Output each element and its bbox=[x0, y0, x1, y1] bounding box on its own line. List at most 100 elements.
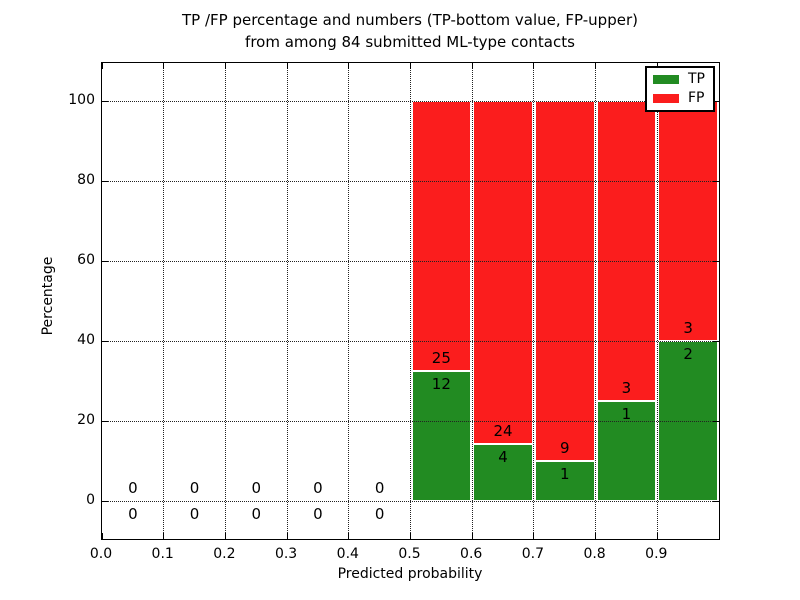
annotation-fp-0.1: 0 bbox=[189, 479, 200, 497]
tick-x-top-0.5 bbox=[410, 63, 411, 69]
gridline-y-20 bbox=[102, 420, 719, 422]
ytick-label-20: 20 bbox=[77, 412, 95, 428]
tick-x-bottom-0.6 bbox=[471, 533, 473, 539]
tick-y-right-100 bbox=[713, 100, 719, 102]
tick-x-top-0.3 bbox=[286, 63, 288, 69]
xtick-label-0.8: 0.8 bbox=[583, 546, 606, 562]
xtick-label-0.0: 0.0 bbox=[89, 546, 113, 562]
annotation-tp-0.6: 4 bbox=[498, 447, 508, 466]
x-axis-label: Predicted probability bbox=[337, 566, 483, 582]
legend-label-fp: FP bbox=[688, 90, 705, 106]
tick-x-top-0.2 bbox=[224, 63, 226, 69]
chart-title-line2: from among 84 submitted ML-type contacts bbox=[245, 33, 575, 51]
tick-x-top-0.8 bbox=[595, 63, 597, 69]
tick-x-bottom-0.5 bbox=[410, 533, 411, 539]
annotation-fp-0.2: 0 bbox=[251, 479, 262, 497]
gridline-y-80 bbox=[102, 180, 719, 182]
annotation-fp-0.8: 3 bbox=[621, 379, 632, 397]
tick-y-left-60 bbox=[102, 260, 108, 262]
xtick-label-0.4: 0.4 bbox=[336, 546, 359, 562]
legend-item-fp: FP bbox=[647, 89, 713, 108]
bar-fp-0.6 bbox=[473, 101, 533, 444]
tick-y-left-20 bbox=[102, 420, 108, 422]
bar-fp-0.7 bbox=[534, 101, 595, 461]
xtick-label-0.3: 0.3 bbox=[274, 546, 298, 562]
xtick-label-0.1: 0.1 bbox=[151, 546, 174, 562]
tick-x-bottom-0.4 bbox=[348, 533, 350, 539]
tick-y-left-40 bbox=[102, 340, 108, 342]
tick-x-top-0 bbox=[101, 63, 103, 69]
gridline-x-0.6 bbox=[471, 63, 473, 539]
bar-fp-0.8 bbox=[596, 101, 657, 401]
xtick-label-0.2: 0.2 bbox=[213, 546, 236, 562]
xtick-label-0.5: 0.5 bbox=[398, 546, 421, 562]
tick-y-right-60 bbox=[713, 260, 719, 262]
gridline-x-0.5 bbox=[410, 63, 411, 539]
gridline-x-0.8 bbox=[595, 63, 597, 539]
tick-x-top-0.4 bbox=[348, 63, 350, 69]
legend-swatch-tp bbox=[653, 75, 679, 84]
tick-y-right-40 bbox=[713, 340, 719, 342]
ytick-label-60: 60 bbox=[77, 252, 95, 268]
tick-x-bottom-0.8 bbox=[595, 533, 597, 539]
tick-y-left-80 bbox=[102, 180, 108, 182]
chart-title: TP /FP percentage and numbers (TP-bottom… bbox=[110, 9, 710, 53]
annotation-fp-0.7: 9 bbox=[559, 439, 570, 457]
gridline-y-60 bbox=[102, 260, 719, 262]
annotation-fp-0.6: 24 bbox=[493, 421, 513, 440]
annotation-tp-0.3: 0 bbox=[313, 505, 323, 523]
gridline-x-0.7 bbox=[533, 63, 535, 539]
tick-x-bottom-0.3 bbox=[286, 533, 288, 539]
annotation-tp-0.1: 0 bbox=[189, 505, 200, 523]
annotation-tp-0.9: 2 bbox=[683, 345, 693, 363]
xtick-label-0.9: 0.9 bbox=[645, 546, 668, 562]
tick-x-top-0.6 bbox=[471, 63, 473, 69]
tick-x-bottom-0.1 bbox=[163, 533, 165, 539]
chart-title-line1: TP /FP percentage and numbers (TP-bottom… bbox=[182, 11, 638, 29]
gridline-x-0.2 bbox=[224, 63, 226, 539]
bar-tp-0.8 bbox=[596, 401, 657, 501]
annotation-tp-0.4: 0 bbox=[374, 505, 385, 523]
legend-label-tp: TP bbox=[688, 71, 705, 87]
tick-y-left-100 bbox=[102, 100, 108, 102]
annotation-tp-0.7: 1 bbox=[559, 465, 570, 483]
tick-x-bottom-0.7 bbox=[533, 533, 535, 539]
annotation-tp-0.0: 0 bbox=[128, 505, 138, 523]
annotation-fp-0.3: 0 bbox=[313, 479, 323, 497]
xtick-label-0.6: 0.6 bbox=[460, 546, 483, 562]
annotation-tp-0.8: 1 bbox=[621, 405, 632, 423]
annotation-fp-0.4: 0 bbox=[374, 479, 385, 497]
bar-fp-0.5 bbox=[411, 101, 472, 372]
tick-y-left-0 bbox=[102, 500, 108, 502]
legend-item-tp: TP bbox=[647, 70, 713, 89]
annotation-fp-0.0: 0 bbox=[128, 479, 138, 497]
ytick-label-80: 80 bbox=[77, 172, 95, 188]
gridline-x-0.9 bbox=[656, 63, 658, 539]
tick-x-top-0.1 bbox=[163, 63, 165, 69]
gridline-x-0.3 bbox=[286, 63, 288, 539]
ytick-label-100: 100 bbox=[68, 92, 95, 108]
gridline-y-100 bbox=[102, 100, 719, 102]
tick-x-bottom-0.2 bbox=[224, 533, 226, 539]
annotation-tp-0.2: 0 bbox=[251, 505, 262, 523]
tick-x-bottom-0.9 bbox=[656, 533, 658, 539]
legend-swatch-fp bbox=[653, 94, 679, 103]
bar-tp-0.5 bbox=[411, 371, 472, 501]
ytick-label-40: 40 bbox=[77, 332, 95, 348]
tick-x-bottom-0 bbox=[101, 533, 103, 539]
annotation-fp-0.9: 3 bbox=[683, 319, 693, 337]
annotation-fp-0.5: 25 bbox=[431, 349, 451, 368]
annotation-tp-0.5: 12 bbox=[431, 375, 451, 394]
tick-y-right-20 bbox=[713, 420, 719, 422]
gridline-y-0 bbox=[102, 500, 719, 502]
tick-x-top-0.7 bbox=[533, 63, 535, 69]
gridline-x-0.4 bbox=[348, 63, 350, 539]
tick-y-right-80 bbox=[713, 180, 719, 182]
xtick-label-0.7: 0.7 bbox=[521, 546, 545, 562]
bar-tp-0.6 bbox=[473, 443, 533, 501]
tick-y-right-0 bbox=[713, 500, 719, 502]
bar-fp-0.9 bbox=[658, 101, 718, 341]
gridline-y-40 bbox=[102, 340, 719, 342]
plot-area: TP FP 0 0 0 0 0 0 0 0 0 0 25 12 24 4 9 1 3 1 3 2 bbox=[101, 62, 720, 540]
